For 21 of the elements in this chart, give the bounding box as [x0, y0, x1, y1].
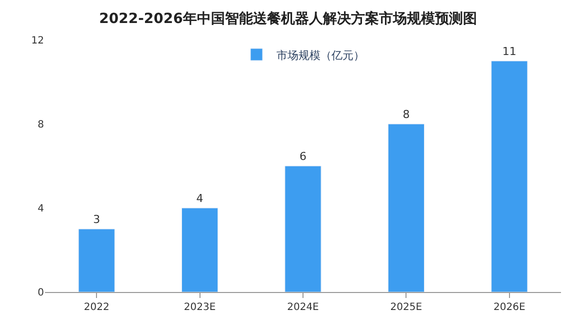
y-tick-label: 4 — [38, 204, 44, 214]
bar — [491, 60, 528, 292]
bar — [284, 166, 322, 292]
x-tick-label: 2026E — [494, 302, 526, 313]
data-label: 4 — [196, 192, 204, 205]
chart-title: 2022-2026年中国智能送餐机器人解决方案市场规模预测图 — [99, 10, 477, 27]
x-tick-label: 2023E — [184, 302, 216, 313]
data-label: 6 — [300, 150, 306, 163]
data-label: 11 — [502, 45, 516, 58]
y-tick-label: 0 — [38, 288, 44, 298]
bar — [181, 208, 218, 292]
x-tick-label: 2022 — [84, 302, 110, 313]
legend-label: 市场规模（亿元） — [276, 48, 364, 62]
bar — [78, 228, 115, 292]
bar — [388, 124, 425, 292]
data-label: 8 — [402, 108, 410, 121]
y-tick-label: 12 — [31, 36, 44, 46]
data-label: 3 — [93, 213, 100, 226]
y-tick-label: 8 — [38, 120, 44, 130]
x-tick-label: 2025E — [390, 302, 422, 313]
x-tick-label: 2024E — [287, 302, 319, 313]
